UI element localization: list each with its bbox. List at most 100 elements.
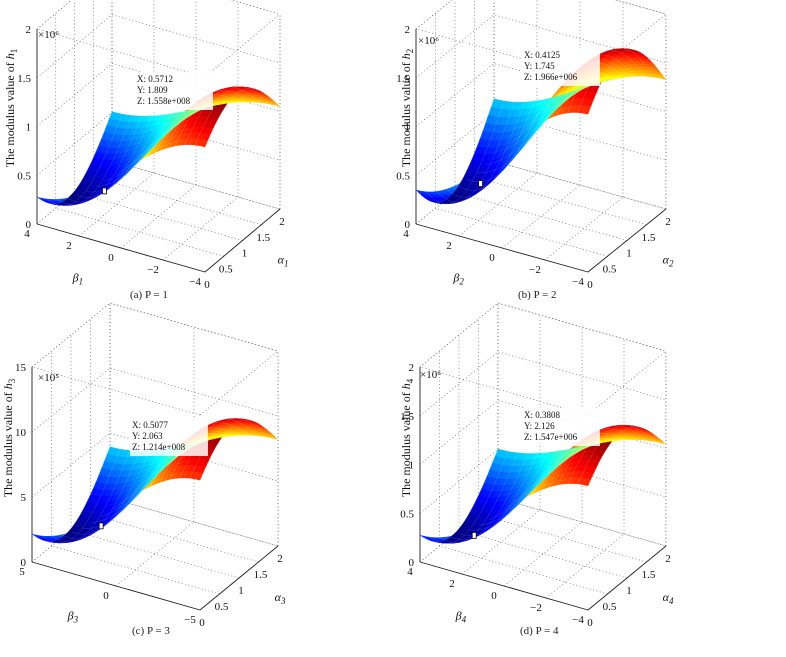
panel-caption: (b) P = 2	[518, 289, 557, 301]
datatip-marker	[102, 187, 107, 195]
surface-mesh-line	[115, 109, 192, 176]
grid-line	[474, 176, 647, 226]
z-tick-label: 5	[21, 492, 27, 504]
x-tick-label: 1.5	[642, 232, 656, 244]
z-tick-label: 2	[26, 24, 32, 36]
x-tick-label: 0	[587, 279, 593, 291]
panel-caption: (c) P = 3	[132, 625, 170, 637]
y-tick-label: 0	[108, 252, 114, 264]
x-tick-label: 0	[587, 617, 593, 629]
grid-line	[419, 302, 667, 368]
y-axis-label: β1	[72, 271, 83, 287]
z-exponent-label: ×10⁶	[38, 29, 59, 41]
surface-mesh-line	[96, 113, 172, 187]
z-tick-label: 0.5	[17, 170, 31, 182]
x-tick-label: 0.5	[215, 601, 229, 613]
z-tick-label: 0	[405, 219, 411, 231]
y-axis-line	[419, 561, 589, 611]
x-axis-label: α3	[275, 590, 286, 606]
datatip-line: Y: 1.809	[137, 85, 168, 95]
y-tick-label: 2	[66, 240, 72, 252]
y-axis-label-subscript: 1	[79, 277, 84, 287]
x-tick-label: 0	[199, 617, 205, 629]
z-tick-label: 2	[405, 24, 411, 36]
z-axis-label-subscript: 1	[9, 49, 19, 54]
surface-mesh-line	[76, 115, 152, 198]
datatip-marker	[98, 522, 104, 530]
z-axis-label-text: The modulus value of	[399, 389, 413, 497]
y-tick-label: −2	[529, 264, 541, 276]
y-tick-label: 0	[489, 252, 495, 264]
box-edge	[199, 350, 279, 416]
datatip-line: Z: 1.214e+008	[132, 442, 186, 452]
x-axis-label-subscript: 2	[669, 258, 674, 268]
z-tick-label: 15	[15, 362, 27, 374]
z-axis-label-text: The modulus value of	[1, 389, 15, 497]
datatip-marker	[478, 180, 483, 187]
z-axis-label-text: The modulus value of	[399, 59, 413, 167]
grid-line	[36, 0, 281, 30]
grid-line	[115, 521, 195, 587]
z-tick-label: 0	[409, 557, 415, 569]
grid-line	[36, 111, 281, 176]
grid-line	[31, 302, 279, 368]
surface-mesh-line	[36, 111, 113, 205]
z-axis-label: The modulus value of h1	[3, 49, 19, 167]
x-axis-label-subscript: 3	[280, 596, 286, 606]
grid-line	[93, 176, 262, 226]
grid-line	[454, 192, 628, 241]
z-tick-label: 10	[15, 427, 27, 439]
y-axis-label-symbol: β	[72, 271, 79, 285]
datatip-line: Y: 2.063	[132, 431, 163, 441]
box-edge	[204, 13, 281, 78]
datatip-line: Y: 2.126	[524, 421, 555, 431]
surface-mesh-line	[194, 86, 271, 146]
box-edge	[415, 0, 453, 30]
datatip-line: X: 0.4125	[524, 50, 561, 60]
y-axis-label-symbol: β	[455, 609, 462, 623]
panel-caption: (d) P = 4	[520, 625, 559, 637]
x-tick-label: 1	[238, 585, 244, 597]
y-axis-label-symbol: β	[67, 609, 74, 623]
box-edge	[36, 28, 206, 78]
y-tick-label: 2	[446, 240, 452, 252]
z-exponent-label: ×10⁵	[38, 372, 59, 384]
datatip-line: Z: 1.558e+008	[137, 96, 191, 106]
grid-line	[70, 529, 240, 579]
x-tick-label: 0.5	[219, 263, 233, 275]
grid-line	[478, 513, 647, 563]
y-axis-line	[36, 223, 206, 273]
box-edge	[419, 302, 499, 368]
surface	[36, 86, 281, 206]
surface-mesh-line	[56, 115, 132, 206]
x-axis-line	[587, 208, 667, 273]
grid-line	[419, 351, 667, 417]
grid-line	[36, 14, 281, 79]
grid-line	[90, 513, 259, 563]
grid-line	[36, 160, 281, 225]
grid-line	[31, 497, 279, 563]
z-axis-label-subscript: 4	[405, 378, 415, 383]
datatip-line: X: 0.5712	[137, 74, 173, 84]
grid-line	[162, 196, 239, 261]
x-axis-line	[204, 208, 281, 273]
surface-mesh-line	[106, 111, 182, 182]
x-axis-label-subscript: 1	[284, 258, 289, 268]
z-tick-label: 0	[26, 219, 32, 231]
datatip-marker	[471, 531, 477, 539]
datatip-line: Y: 1.745	[524, 61, 555, 71]
surface-mesh-line	[125, 107, 202, 170]
x-tick-label: 1	[626, 248, 632, 260]
y-axis-label-symbol: β	[452, 271, 459, 285]
grid-line	[55, 207, 224, 257]
y-tick-label: −4	[189, 276, 201, 288]
surface-mesh-line	[185, 87, 261, 145]
z-tick-label: 1	[26, 122, 32, 134]
x-tick-label: 1.5	[254, 569, 268, 581]
z-axis-label-text: The modulus value of	[3, 59, 17, 167]
x-tick-label: 2	[279, 216, 285, 228]
